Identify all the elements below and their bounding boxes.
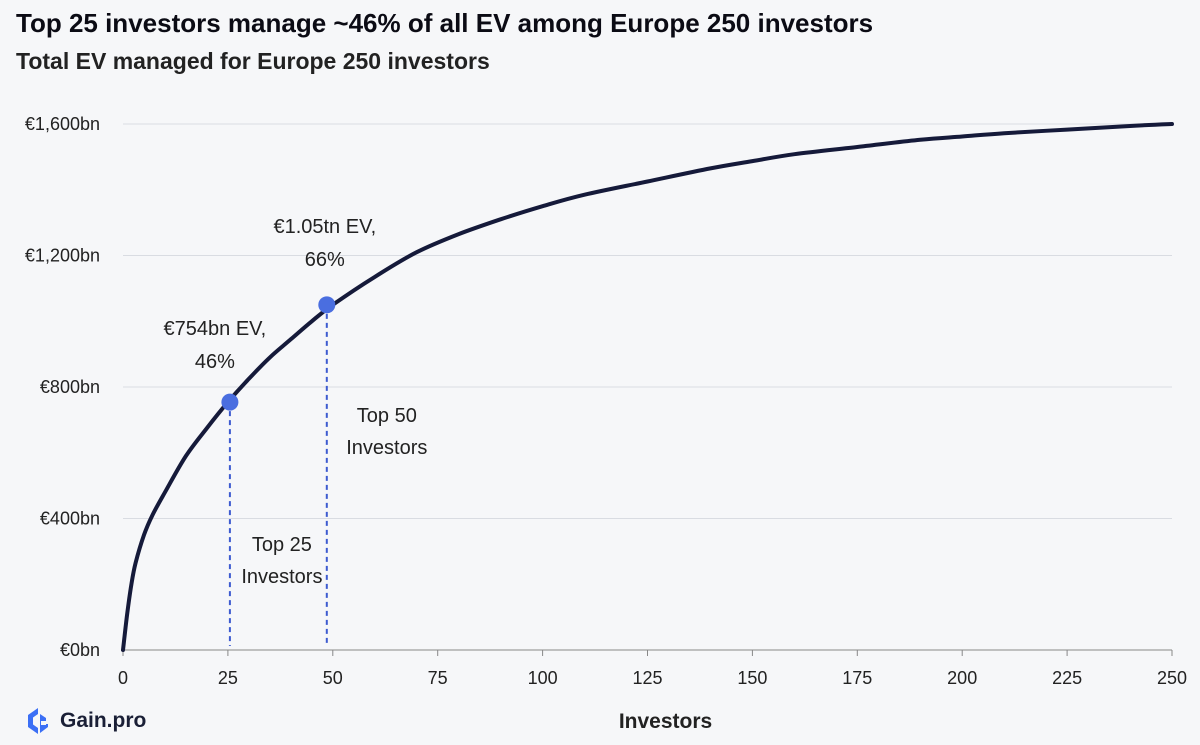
top-25-value-label: €754bn EV, xyxy=(164,318,267,340)
y-tick-label: €800bn xyxy=(40,377,100,397)
chart-subtitle: Total EV managed for Europe 250 investor… xyxy=(16,48,490,74)
top-25-group-label: Top 25 xyxy=(252,534,312,556)
top-50-group-sublabel: Investors xyxy=(346,437,427,459)
x-tick-label: 175 xyxy=(842,668,872,688)
x-axis-label: Investors xyxy=(619,710,712,733)
x-tick-label: 25 xyxy=(218,668,238,688)
ev-curve-line xyxy=(121,122,1174,652)
x-tick-label: 100 xyxy=(528,668,558,688)
annotations: €754bn EV, 46% Top 25 Investors €1.05tn EV, 6… xyxy=(164,216,428,588)
x-tick-label: 125 xyxy=(632,668,662,688)
y-tick-label: €1,200bn xyxy=(25,246,100,266)
y-tick-label: €0bn xyxy=(60,640,100,660)
x-tick-label: 150 xyxy=(737,668,767,688)
brand-logo: Gain.pro xyxy=(24,706,146,736)
top-25-share-label: 46% xyxy=(195,351,235,373)
top-50-group-label: Top 50 xyxy=(357,405,417,427)
highlight-guides xyxy=(228,304,328,646)
series-layer xyxy=(121,122,1174,652)
x-tick-label: 225 xyxy=(1052,668,1082,688)
gridlines xyxy=(123,123,1172,519)
highlight-markers xyxy=(221,296,336,411)
x-tick-label: 75 xyxy=(428,668,448,688)
x-tick-label: 50 xyxy=(323,668,343,688)
top-25-group-sublabel: Investors xyxy=(241,566,322,588)
brand-name: Gain.pro xyxy=(60,709,147,732)
top-50-marker xyxy=(318,296,336,314)
y-tick-label: €400bn xyxy=(40,509,100,529)
x-tick-label: 0 xyxy=(118,668,128,688)
top-50-value-label: €1.05tn EV, xyxy=(273,216,376,238)
chart-title: Top 25 investors manage ~46% of all EV a… xyxy=(16,8,874,38)
x-tick-label: 200 xyxy=(947,668,977,688)
x-tick-label: 250 xyxy=(1157,668,1187,688)
axes: €0bn €400bn €800bn €1,200bn €1,600bn 0 25 50 75 1… xyxy=(25,114,1187,733)
y-tick-label: €1,600bn xyxy=(25,114,100,134)
top-50-share-label: 66% xyxy=(305,249,345,271)
gain-pro-logo-icon xyxy=(28,708,48,734)
top-25-marker xyxy=(221,393,239,411)
